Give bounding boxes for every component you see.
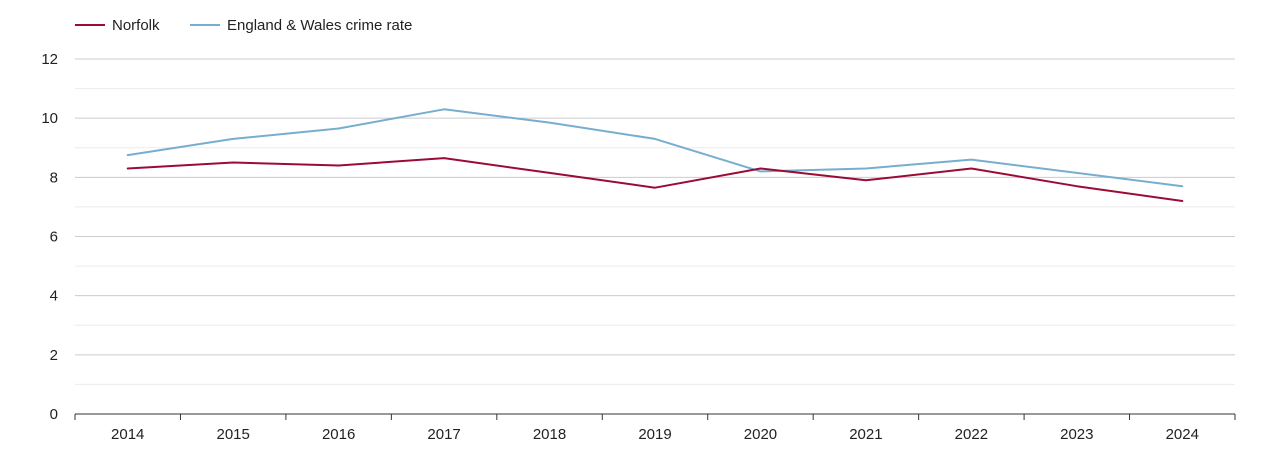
legend-item-norfolk[interactable]: Norfolk [75,17,160,34]
x-tick-label: 2024 [1166,426,1199,443]
legend-label-norfolk: Norfolk [112,17,160,34]
gridlines [75,58,1235,385]
y-tick-label: 0 [50,406,58,423]
x-tick-label: 2016 [322,426,355,443]
series-lines [126,108,1184,202]
x-tick-label: 2020 [744,426,777,443]
legend-item-england-wales[interactable]: England & Wales crime rate [190,17,412,34]
x-tick-label: 2019 [638,426,671,443]
legend-label-england-wales: England & Wales crime rate [227,17,412,34]
x-axis: 2014 2015 2016 2017 2018 2019 2020 2021 2022 2023… [74,413,1236,443]
series-line-england-wales-crime-rate [126,108,1184,188]
y-tick-label: 8 [50,169,58,186]
series-line-norfolk [126,157,1184,202]
x-tick-label: 2015 [216,426,249,443]
y-tick-label: 4 [50,288,58,305]
y-axis: 0 2 4 6 8 10 12 [41,51,58,423]
x-tick-label: 2023 [1060,426,1093,443]
x-tick-label: 2022 [955,426,988,443]
y-tick-label: 6 [50,229,58,246]
y-tick-label: 10 [41,110,58,127]
legend: Norfolk England & Wales crime rate [75,17,412,34]
x-tick-label: 2018 [533,426,566,443]
x-tick-label: 2017 [427,426,460,443]
x-tick-label: 2014 [111,426,144,443]
y-tick-label: 2 [50,347,58,364]
x-tick-label: 2021 [849,426,882,443]
y-tick-label: 12 [41,51,58,68]
